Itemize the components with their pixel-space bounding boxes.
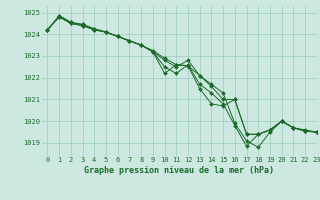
X-axis label: Graphe pression niveau de la mer (hPa): Graphe pression niveau de la mer (hPa) [84, 166, 274, 175]
